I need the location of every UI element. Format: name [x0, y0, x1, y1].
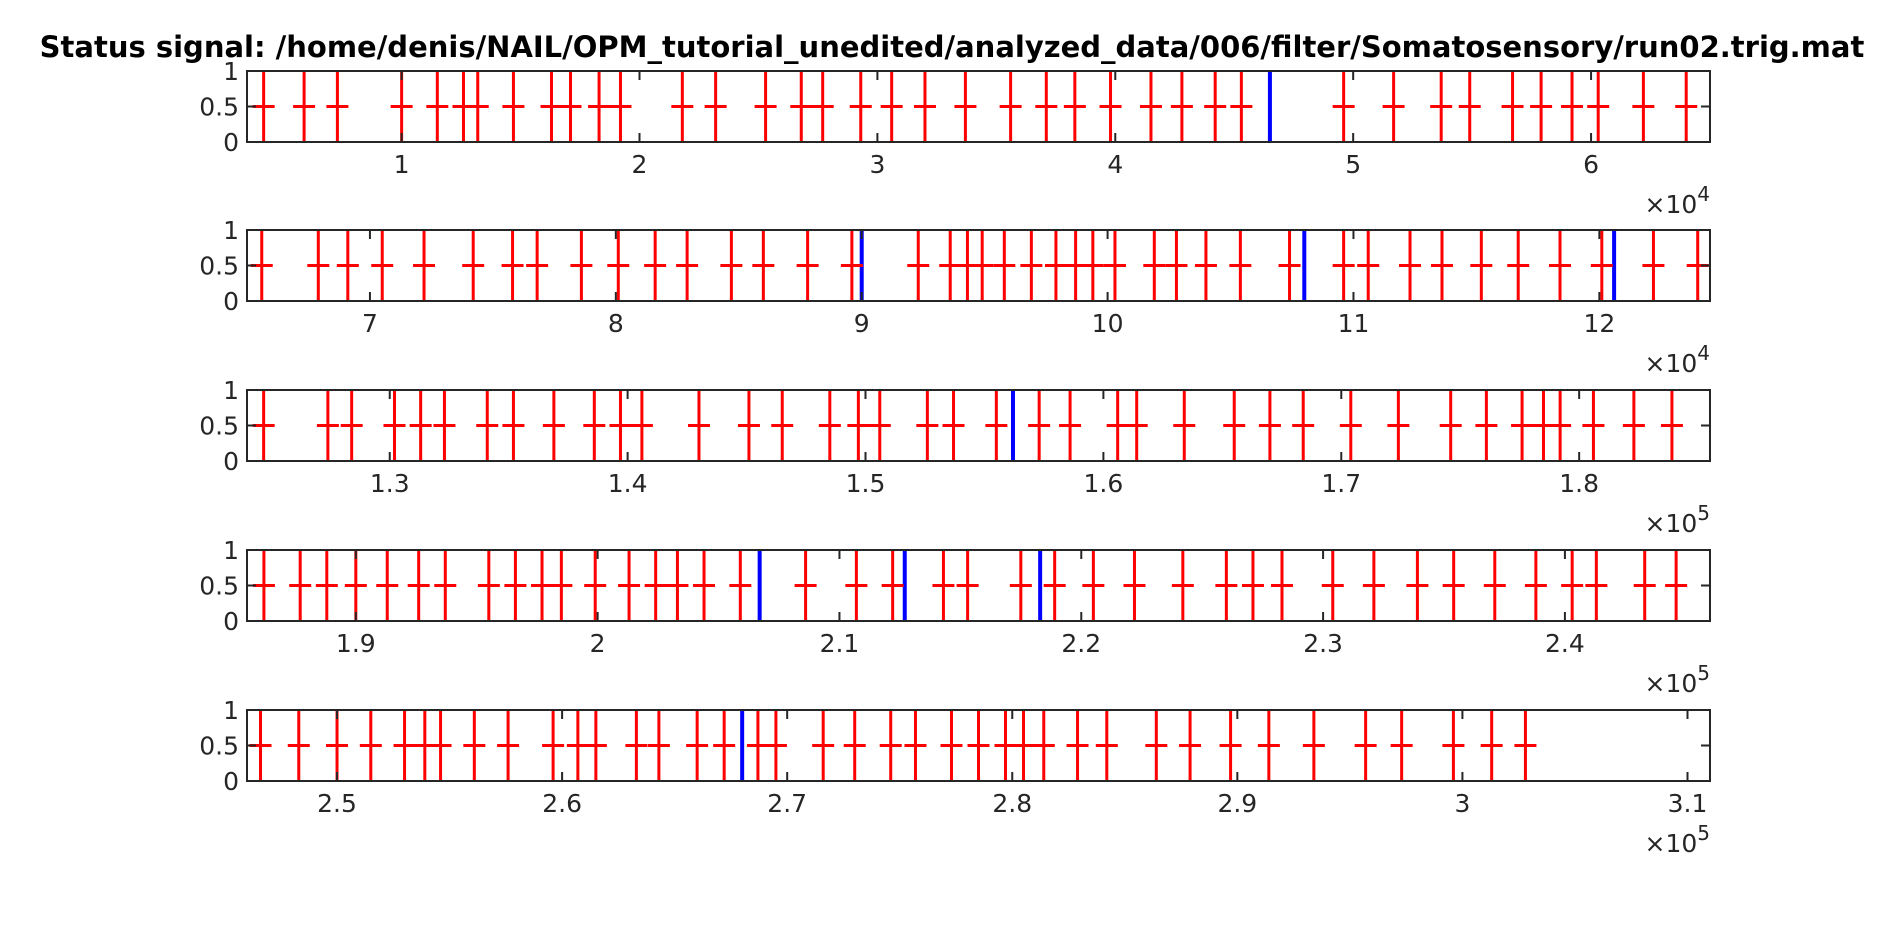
- subplot-3: 1.3 1.4 1.5 1.6 1.7 1.8 0 0.5 1 ×105: [199, 376, 1711, 538]
- y-tick-label: 0: [223, 767, 239, 796]
- x-tick-label: 3.1: [1668, 789, 1708, 818]
- x-tick-label: 2.8: [992, 789, 1032, 818]
- x-tick-label: 1.4: [608, 469, 648, 498]
- x-tick-label: 2: [590, 629, 606, 658]
- x-tick-label: 5: [1345, 150, 1361, 179]
- x-tick-label: 2.5: [317, 789, 357, 818]
- x-tick-label: 1.5: [846, 469, 886, 498]
- x-tick-label: 2.3: [1303, 629, 1343, 658]
- y-tick-label: 0: [223, 447, 239, 476]
- x-tick-label: 1.7: [1321, 469, 1361, 498]
- x-tick-label: 4: [1107, 150, 1123, 179]
- x-tick-label: 9: [854, 309, 870, 338]
- y-tick-label: 0: [223, 287, 239, 316]
- x-tick-label: 2.1: [820, 629, 860, 658]
- y-tick-label: 0.5: [199, 572, 239, 601]
- y-tick-label: 0.5: [199, 732, 239, 761]
- x-tick-label: 2: [632, 150, 648, 179]
- x-exponent-label: ×105: [1645, 501, 1711, 538]
- x-tick-label: 2.9: [1217, 789, 1257, 818]
- x-tick-label: 2.2: [1061, 629, 1101, 658]
- subplot-1: 1 2 3 4 5 6 0 0.5 1 ×104: [199, 57, 1711, 219]
- x-exponent-label: ×104: [1645, 341, 1711, 378]
- x-exponent-label: ×105: [1645, 821, 1711, 858]
- x-tick-label: 10: [1092, 309, 1124, 338]
- y-tick-label: 0.5: [199, 412, 239, 441]
- y-tick-label: 1: [223, 536, 239, 565]
- x-tick-label: 1.9: [336, 629, 376, 658]
- x-tick-label: 8: [608, 309, 624, 338]
- y-tick-label: 0: [223, 607, 239, 636]
- subplot-4: 1.9 2 2.1 2.2 2.3 2.4 0 0.5 1 ×105: [199, 536, 1711, 698]
- y-tick-label: 0.5: [199, 252, 239, 281]
- x-tick-label: 6: [1583, 150, 1599, 179]
- x-tick-label: 7: [362, 309, 378, 338]
- subplot-2: 7 8 9 10 11 12 0 0.5 1 ×104: [199, 216, 1711, 378]
- x-exponent-label: ×104: [1645, 182, 1711, 219]
- y-tick-label: 0.5: [199, 93, 239, 122]
- y-tick-label: 1: [223, 376, 239, 405]
- x-tick-label: 3: [1454, 789, 1470, 818]
- y-tick-label: 1: [223, 696, 239, 725]
- x-tick-label: 12: [1583, 309, 1615, 338]
- x-exponent-label: ×105: [1645, 661, 1711, 698]
- x-tick-label: 2.6: [542, 789, 582, 818]
- subplot-5: 2.5 2.6 2.7 2.8 2.9 3 3.1 0 0.5 1 ×105: [199, 696, 1711, 858]
- x-tick-label: 3: [869, 150, 885, 179]
- x-tick-label: 1.8: [1559, 469, 1599, 498]
- x-tick-label: 1: [394, 150, 410, 179]
- x-tick-label: 1.6: [1084, 469, 1124, 498]
- y-tick-label: 1: [223, 216, 239, 245]
- x-tick-label: 1.3: [370, 469, 410, 498]
- x-tick-label: 11: [1338, 309, 1370, 338]
- y-tick-label: 0: [223, 128, 239, 157]
- x-tick-label: 2.4: [1545, 629, 1585, 658]
- y-tick-label: 1: [223, 57, 239, 86]
- x-tick-label: 2.7: [767, 789, 807, 818]
- chart-title: Status signal: /home/denis/NAIL/OPM_tuto…: [40, 30, 1865, 64]
